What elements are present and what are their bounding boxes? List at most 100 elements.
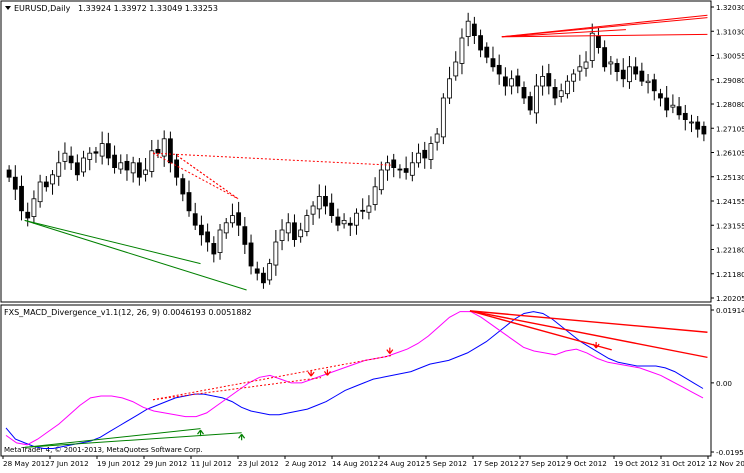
bearish-divergence-line: [176, 155, 239, 200]
bearish-divergence-line: [501, 17, 708, 38]
bear-candle: [192, 213, 198, 226]
bear-candle: [403, 168, 409, 173]
bull-candle: [50, 174, 55, 185]
bull-candle: [540, 76, 546, 87]
bear-candle: [242, 226, 248, 245]
bearish-arrow-icon: [323, 369, 331, 376]
bull-candle: [447, 78, 452, 99]
bull-candle: [372, 186, 378, 205]
bear-candle: [43, 181, 49, 188]
bearish-divergence-line: [469, 310, 612, 351]
bull-candle: [645, 80, 651, 84]
price-axis: 1.32030 1.31030 1.30055 1.29080 1.28080 1.271…: [711, 3, 744, 303]
signal-line: [5, 311, 704, 446]
bull-candle: [99, 143, 105, 157]
bull-candle: [565, 80, 570, 95]
indicator-label: FXS_MACD_Divergence_v1.1(12, 26, 9) 0.00…: [4, 308, 252, 317]
bull-candle: [118, 162, 124, 170]
bull-candle: [385, 162, 390, 171]
bull-candle: [416, 152, 421, 164]
time-tick-label: 9 Oct 2012: [567, 459, 607, 468]
symbol-label: EURUSD,Daily: [14, 4, 71, 13]
bull-candle: [149, 150, 155, 172]
divergence-arrows: [197, 342, 600, 441]
time-tick-label: 14 Aug 2012: [332, 459, 378, 468]
bull-candle: [56, 162, 62, 177]
bear-candle: [323, 195, 328, 207]
time-tick-label: 19 Jun 2012: [97, 459, 140, 468]
bearish-divergence-line: [501, 29, 626, 38]
bear-candle: [552, 87, 558, 99]
bullish-divergence-line: [24, 432, 242, 448]
bearish-divergence-line: [469, 310, 708, 359]
time-tick-label: 7 Jun 2012: [50, 459, 89, 468]
bull-candle: [434, 133, 440, 143]
time-tick-label: 28 May 2012: [3, 459, 50, 468]
ohlc-values: 1.33924 1.33972 1.33049 1.33253: [78, 4, 218, 13]
dropdown-triangle-icon[interactable]: [5, 6, 11, 10]
time-axis: 28 May 2012 7 Jun 2012 19 Jun 2012 29 Jun 2…: [2, 456, 744, 468]
price-tick-label: 1.32030: [716, 3, 744, 12]
bear-candle: [658, 93, 663, 99]
macd-tick-label: -0.019504: [716, 448, 744, 457]
time-tick-label: 2 Aug 2012: [285, 459, 326, 468]
bull-candle: [267, 263, 273, 281]
time-tick-label: 23 Jul 2012: [238, 459, 279, 468]
bull-candle: [273, 241, 279, 266]
bear-candle: [546, 73, 552, 87]
bear-candle: [701, 125, 707, 135]
bear-candle: [211, 243, 217, 255]
bear-candle: [521, 87, 527, 99]
time-tick-label: 12 Nov 20: [708, 459, 744, 468]
indicator-panel-frame[interactable]: [0, 304, 712, 457]
bear-candle: [478, 35, 483, 51]
time-tick-label: 31 Oct 2012: [661, 459, 705, 468]
bear-candle: [664, 97, 670, 111]
bull-candle: [670, 104, 676, 108]
bear-candle: [602, 47, 608, 68]
bear-candle: [620, 69, 626, 80]
bear-candle: [347, 222, 353, 226]
bear-candle: [490, 58, 496, 68]
bull-candle: [316, 195, 322, 210]
bull-candle: [378, 169, 384, 191]
bear-candle: [502, 76, 508, 87]
bear-candle: [639, 70, 645, 82]
bear-candle: [360, 209, 366, 212]
time-tick-label: 11 Jul 2012: [191, 459, 232, 468]
bearish-arrow-icon: [307, 370, 315, 377]
bull-candle: [509, 78, 514, 87]
price-tick-label: 1.21180: [716, 270, 744, 279]
bear-candle: [199, 224, 204, 236]
price-candles: [6, 12, 707, 289]
macd-divergence-lines: [24, 310, 708, 448]
bull-candle: [465, 20, 471, 37]
bear-candle: [25, 211, 31, 219]
bull-candle: [409, 162, 415, 176]
bear-candle: [12, 176, 18, 190]
bearish-divergence-line: [501, 33, 708, 38]
bear-candle: [248, 242, 254, 267]
bullish-divergence-line: [24, 428, 201, 448]
bull-candle: [608, 61, 614, 65]
bear-candle: [205, 231, 211, 243]
bearish-arrow-icon: [386, 347, 394, 354]
bull-candle: [37, 181, 43, 203]
bear-candle: [167, 138, 173, 164]
price-tick-label: 1.26105: [716, 149, 744, 158]
bear-candle: [633, 66, 639, 75]
time-tick-label: 29 Jun 2012: [144, 459, 187, 468]
bear-candle: [471, 23, 477, 36]
price-tick-label: 1.22180: [716, 246, 744, 255]
macd-tick-label: 0.00: [716, 379, 732, 388]
bear-candle: [292, 222, 297, 241]
bear-candle: [93, 151, 99, 154]
price-tick-label: 1.29080: [716, 76, 744, 85]
bear-candle: [335, 216, 341, 226]
bull-candle: [285, 222, 291, 234]
bull-candle: [87, 152, 93, 160]
bear-candle: [180, 178, 186, 195]
bull-candle: [589, 32, 595, 61]
bull-candle: [143, 169, 148, 175]
